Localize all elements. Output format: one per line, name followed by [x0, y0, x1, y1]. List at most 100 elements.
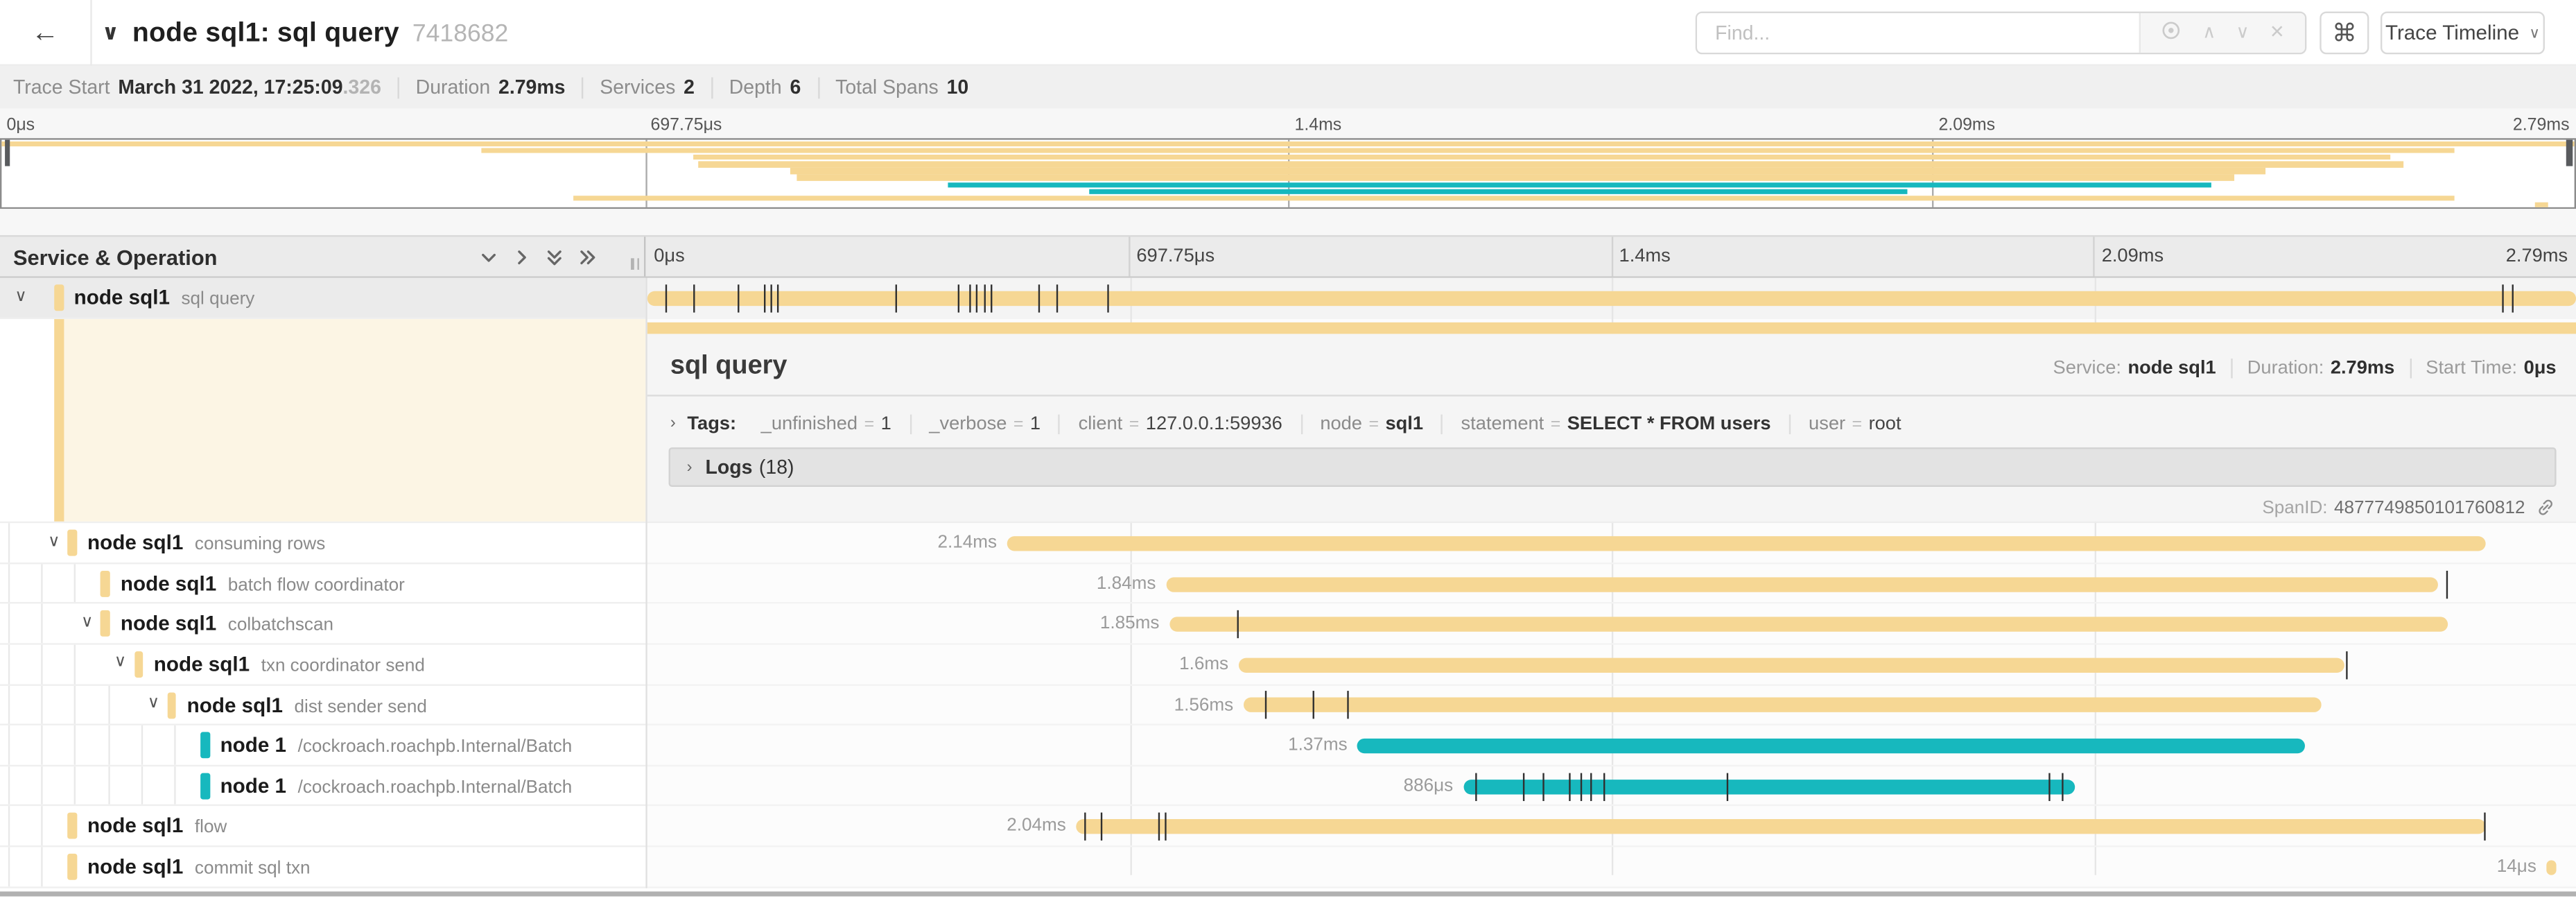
overview-ruler-label: 697.75μs — [650, 115, 722, 135]
chevron-down-icon[interactable]: ∨ — [48, 532, 60, 551]
span-bar[interactable] — [1169, 617, 2448, 633]
trace-info-label: Depth — [729, 76, 782, 99]
collapse-trace-header-icon[interactable]: ∨ — [101, 19, 119, 45]
chevron-down-icon[interactable]: ∨ — [15, 286, 27, 305]
minimap-span-row — [1, 141, 2575, 148]
trace-info-label: Services — [600, 76, 676, 99]
span-tree-row[interactable]: node 1/cockroach.roachpb.Internal/Batch — [0, 725, 646, 766]
service-value: node sql1 — [2127, 359, 2216, 379]
minimap-span-bar[interactable] — [1089, 188, 1907, 194]
minimap-span-bar[interactable] — [481, 148, 2455, 154]
log-tick-mark — [1523, 772, 1525, 800]
tree-indent-guide — [41, 563, 44, 603]
tag-item: node = sql1 — [1300, 413, 1441, 434]
logs-accordion[interactable]: › Logs (18) — [668, 447, 2557, 488]
span-tree-row[interactable]: ∨ node sql1 txn coordinator send — [0, 644, 646, 685]
span-tree-row[interactable]: node sql1 batch flow coordinator — [0, 563, 646, 605]
span-bar[interactable] — [1075, 819, 2487, 834]
info-separator — [397, 76, 399, 98]
chevron-down-icon[interactable]: ∨ — [114, 653, 127, 672]
collapse-one-icon[interactable] — [478, 246, 500, 268]
clear-search-icon[interactable]: ✕ — [2269, 22, 2285, 42]
log-tick-mark — [1236, 610, 1238, 639]
trace-view-menu-button[interactable]: Trace Timeline ∨ — [2380, 11, 2545, 55]
trace-info-item: Services 2 — [600, 76, 695, 98]
span-bar[interactable] — [647, 291, 2576, 306]
span-tree-row[interactable]: ∨ node sql1 consuming rows — [0, 523, 646, 564]
minimap-span-bar[interactable] — [790, 168, 2265, 174]
next-result-icon[interactable]: ∨ — [2236, 22, 2249, 42]
expand-one-icon[interactable] — [511, 246, 532, 268]
log-tick-mark — [2346, 651, 2349, 679]
find-group: ∧ ∨ ✕ — [1695, 11, 2307, 55]
viewport-right-handle[interactable] — [2566, 139, 2573, 166]
find-input[interactable] — [1697, 12, 2139, 53]
span-timeline-row[interactable]: 1.56ms — [647, 685, 2576, 726]
span-operation-name: sql query — [181, 289, 255, 309]
tree-indent-guide — [174, 725, 176, 765]
span-bar[interactable] — [1165, 576, 2438, 592]
span-timeline-row[interactable]: 1.6ms — [647, 645, 2576, 685]
span-timeline-row[interactable]: 2.04ms — [647, 807, 2576, 848]
ruler-divider — [2093, 237, 2096, 277]
span-tree-row[interactable]: node sql1 flow — [0, 806, 646, 848]
span-name: node 1/cockroach.roachpb.Internal/Batch — [220, 766, 573, 805]
span-tree-row[interactable]: ∨ node sql1 colbatchscan — [0, 604, 646, 645]
view-menu-label: Trace Timeline — [2385, 21, 2520, 45]
minimap-span-bar[interactable] — [2534, 202, 2548, 208]
minimap-span-bar[interactable] — [796, 175, 2236, 181]
column-resizer-grip[interactable] — [631, 258, 639, 270]
span-service-name: node sql1 — [87, 855, 184, 879]
span-timeline-row[interactable]: 1.84ms — [647, 564, 2576, 605]
panel-divider[interactable] — [645, 277, 647, 888]
span-bar[interactable] — [1463, 779, 2075, 794]
minimap-span-row — [1, 168, 2574, 175]
tag-item: _verbose = 1 — [909, 413, 1059, 434]
minimap-span-bar[interactable] — [697, 162, 2404, 167]
minimap-span-bar[interactable] — [573, 195, 2455, 201]
locate-icon[interactable] — [2161, 19, 2182, 46]
span-timeline-row[interactable]: 14μs — [647, 847, 2576, 888]
minimap-span-bar[interactable] — [948, 182, 2212, 188]
span-timeline-row[interactable]: 1.37ms — [647, 725, 2576, 766]
timeline-minimap[interactable] — [0, 138, 2576, 209]
link-icon[interactable] — [2535, 497, 2557, 518]
expand-all-icon[interactable] — [577, 246, 598, 268]
span-bar[interactable] — [2546, 859, 2557, 875]
collapse-all-icon[interactable] — [543, 246, 565, 268]
tree-indent-guide — [41, 725, 44, 765]
span-bar[interactable] — [1243, 698, 2322, 713]
span-bar[interactable] — [1238, 657, 2344, 673]
span-bar[interactable] — [1007, 536, 2487, 551]
log-tick-mark — [737, 284, 739, 313]
span-timeline-row[interactable]: 1.85ms — [647, 604, 2576, 645]
horizontal-scrollbar[interactable] — [0, 891, 2576, 897]
start-time-label: Start Time: — [2426, 359, 2518, 379]
minimap-span-row — [1, 175, 2574, 182]
back-button[interactable]: ← — [0, 0, 92, 66]
span-tree-row[interactable]: ∨ node sql1 dist sender send — [0, 685, 646, 726]
prev-result-icon[interactable]: ∧ — [2202, 22, 2216, 42]
span-operation-name: commit sql txn — [194, 858, 311, 879]
top-bar: ← ∨ node sql1: sql query 7418682 ∧ ∨ ✕ ⌘… — [0, 0, 2576, 66]
tag-key: statement — [1461, 413, 1544, 434]
tags-accordion[interactable]: › Tags: _unfinished = 1 _verbose = 1 client = 12… — [670, 405, 2557, 443]
minimap-span-bar[interactable] — [1, 141, 2575, 147]
log-tick-mark — [770, 284, 772, 313]
span-tree-row[interactable]: ∨ node sql1 sql query — [0, 277, 646, 319]
span-timeline-row[interactable] — [647, 278, 2576, 318]
span-bar[interactable] — [1357, 738, 2305, 754]
trace-title: node sql1: sql query — [132, 17, 399, 47]
chevron-down-icon[interactable]: ∨ — [147, 694, 160, 713]
span-timeline-row[interactable]: 886μs — [647, 766, 2576, 807]
viewport-left-handle[interactable] — [3, 139, 10, 166]
minimap-span-bar[interactable] — [693, 155, 2390, 161]
log-tick-mark — [1569, 772, 1571, 800]
tree-indent-guide — [141, 725, 143, 765]
span-tree-row[interactable]: node sql1 commit sql txn — [0, 847, 646, 888]
keyboard-shortcuts-button[interactable]: ⌘ — [2320, 11, 2369, 55]
span-tree-row[interactable]: node 1/cockroach.roachpb.Internal/Batch — [0, 766, 646, 807]
span-timeline-row[interactable]: 2.14ms — [647, 524, 2576, 564]
equals-sign: = — [1550, 413, 1561, 434]
chevron-down-icon[interactable]: ∨ — [81, 613, 94, 632]
